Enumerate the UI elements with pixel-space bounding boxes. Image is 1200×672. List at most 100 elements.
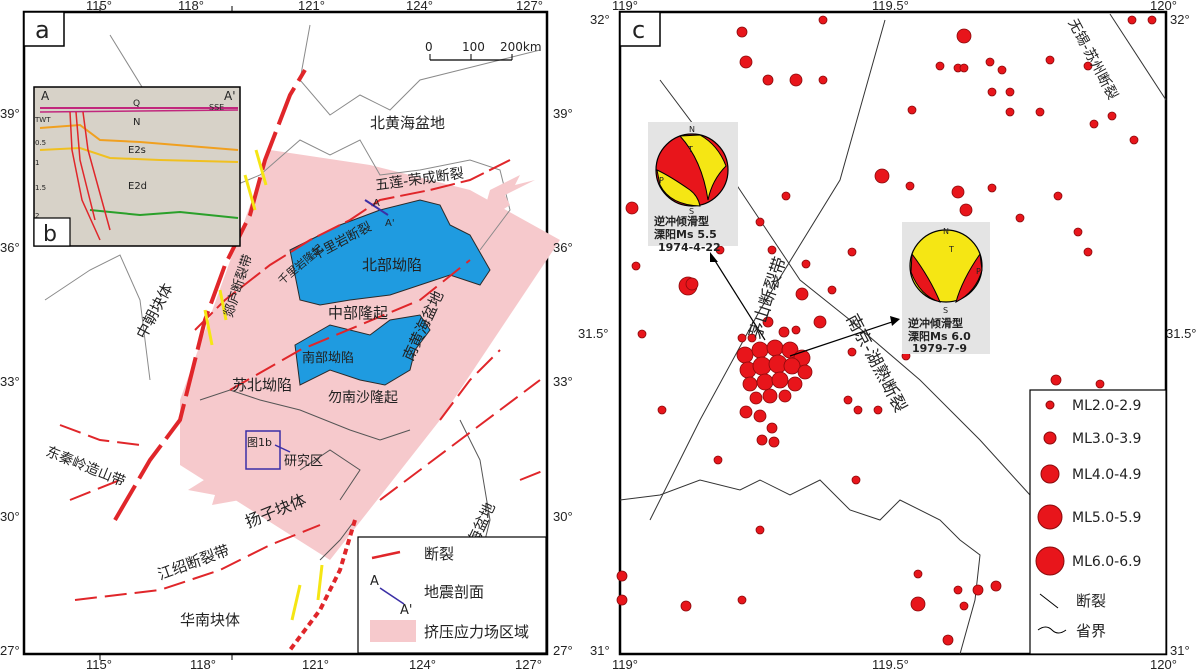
a-right-tick-3: 30° [553,509,573,524]
inset-n-horizon [39,109,239,113]
scale-mid: 100 [462,40,485,54]
mech2-p: P [976,267,981,276]
legend-fault-symbol [371,550,401,560]
scale-end: 200km [500,40,542,54]
maoshan-fault-line [649,19,886,521]
label-south-china: 华南块体 [180,611,240,629]
mech2-red-left [910,252,941,303]
province-boundary-line [619,479,981,655]
a-right-tick-1: 36° [553,240,573,255]
scale-bar: 0 100 200km [425,40,542,61]
a-bottom-tick-1: 118° [190,657,216,672]
inset-faults [69,111,111,241]
inset-t15-label: 1.5 [35,184,46,192]
legend-profile-label: 地震剖面 [424,583,484,601]
mech2-n: N [943,227,949,236]
c-left-tick-0: 32° [590,12,610,27]
inset-e2d-horizon [39,146,239,163]
wulian-fault-line [194,159,511,331]
mech1-arrow [711,255,766,341]
inset-a2-label: A' [224,89,236,103]
inset-b: A A' SSE Q N E2s E2d TWT 0.5 1 1.5 2 (s)… [33,86,241,247]
earthquake-cluster [736,316,813,448]
mech2-name: 溧阳Ms 6.0 [908,329,971,343]
study-area-arrow [274,444,291,453]
inset-sse-label: SSE [209,103,224,112]
mech2-t: T [948,245,954,254]
mech2-type: 逆冲倾滑型 [908,316,963,330]
mech1-yellow-top [678,134,727,201]
a-right-tick-2: 33° [553,374,573,389]
legend-boundary-symbol [1037,626,1067,634]
label-north-yellow-sea: 北黄海盆地 [370,114,445,132]
legend-compression-label: 挤压应力场区域 [424,623,529,641]
focal-mechanism-1: N S T P 逆冲倾滑型 溧阳Ms 5.5 1974-4-22 [648,122,766,341]
panel-a-legend: 断裂 A A' 地震剖面 挤压应力场区域 [357,536,547,654]
inset-t1-label: 1 [35,159,39,167]
mech1-yellow-bottom [656,169,701,207]
c-top-tick-0: 119° [612,0,638,13]
legend-m4-label: ML4.0-4.9 [1072,467,1141,483]
panel-a: A A' a 0 100 200km 北黄海盆地 五莲-荣成断裂 千里岩断裂 千… [0,0,573,672]
a-bottom-tick-3: 124° [409,657,436,672]
label-fig1b: 图1b [247,436,272,449]
legend-m6-label: ML6.0-6.9 [1072,554,1141,570]
a-bottom-tick-2: 121° [302,657,329,672]
mech1-n: N [689,125,695,134]
a-bottom-tick-4: 127° [515,657,542,672]
jiangshao-fault-dotted [288,519,357,652]
panel-c-letter-box [619,11,661,47]
scale-zero: 0 [425,40,433,54]
mech1-s: S [689,207,694,216]
inset-e2s-horizon [39,123,239,151]
label-study-area: 研究区 [284,454,323,469]
inset-t2-label: 2 [35,212,39,220]
panel-c-legend: ML2.0-2.9 ML3.0-3.9 ML4.0-4.9 ML5.0-5.9 … [1029,389,1167,655]
c-bottom-tick-1: 119.5° [872,657,909,672]
c-top-tick-1: 119.5° [872,0,909,13]
c-top-tick-2: 120° [1150,0,1177,13]
inset-a-label: A [41,89,50,103]
label-subei: 苏北坳陷 [232,376,292,394]
mech1-arrowhead [710,252,718,262]
a-left-tick-0: 39° [0,106,20,121]
legend-fault-label: 断裂 [424,545,454,563]
a-left-tick-4: 27° [0,643,20,658]
inset-t05-label: 0.5 [35,139,46,147]
legend-boundary-label: 省界 [1076,622,1106,640]
inset-b-letter-box [33,217,71,247]
mech1-t: T [687,145,693,154]
mech1-name: 溧阳Ms 5.5 [654,227,717,241]
earthquake-dots [616,15,1157,646]
legend-m4-dot [1040,464,1060,484]
inset-n-label: N [133,117,140,128]
c-right-tick-2: 31° [1170,643,1190,658]
mech2-red-right [955,252,983,303]
compression-arrow-ne [480,175,535,225]
a-left-tick-3: 30° [0,509,20,524]
panel-c: N S T P 逆冲倾滑型 溧阳Ms 5.5 1974-4-22 N S T P… [578,0,1197,672]
c-bottom-tick-0: 119° [612,657,638,672]
legend-profile-a2: A' [400,603,412,618]
legend-m5-label: ML5.0-5.9 [1072,510,1141,526]
mech2-s: S [943,306,948,315]
focal-mechanism-2: N S T P 逆冲倾滑型 溧阳Ms 6.0 1979-7-9 [789,222,990,357]
south-depression-basin [294,314,431,386]
mech1-date: 1974-4-22 [658,241,721,254]
a-right-tick-0: 39° [553,106,573,121]
panel-c-letter: c [632,16,645,44]
north-depression-basin [289,199,491,306]
legend-m3-dot [1043,431,1057,445]
profile-a-label: A [373,198,380,209]
basin-outline [199,389,491,601]
label-central-uplift: 中部隆起 [328,304,388,322]
mech2-arrowhead [890,316,900,326]
mech1-type: 逆冲倾滑型 [654,214,709,228]
inset-e2s-label: E2s [128,145,146,156]
inset-b-letter: b [43,222,57,247]
legend-m3-label: ML3.0-3.9 [1072,431,1141,447]
profile-a2-label: A' [385,218,395,229]
mech2-arrow [789,319,899,357]
a-top-tick-0: 115° [86,0,112,13]
inset-twt-label: TWT [34,116,51,124]
